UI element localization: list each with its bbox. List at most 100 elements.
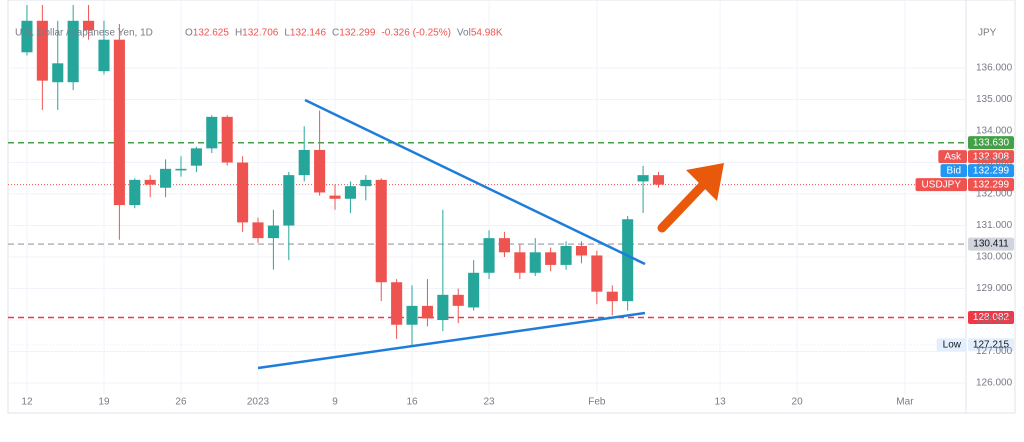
- candle: [606, 285, 618, 316]
- candle-body: [237, 162, 249, 223]
- candle: [483, 230, 495, 280]
- candle: [36, 5, 48, 110]
- candle-body: [575, 246, 588, 256]
- candle: [221, 115, 233, 166]
- candle-body: [591, 255, 603, 292]
- candle: [252, 217, 264, 243]
- trendline-upper: [304, 98, 646, 266]
- candle-body: [129, 179, 141, 206]
- y-tick-label: 132.000: [976, 189, 1013, 200]
- candle-body: [545, 252, 557, 265]
- arrow-shaft: [657, 181, 707, 233]
- candle: [267, 209, 279, 270]
- candle-body: [267, 225, 279, 239]
- price-tag-value: 133.630: [973, 137, 1010, 148]
- price-tag: [968, 338, 1014, 352]
- y-tick-label: 129.000: [976, 283, 1013, 294]
- y-tick-label: 131.000: [976, 220, 1013, 231]
- header-key: O: [185, 28, 193, 39]
- candle: [652, 171, 665, 188]
- price-tag-value: 127.215: [973, 339, 1010, 350]
- candle: [375, 178, 387, 302]
- candle: [190, 146, 202, 172]
- x-tick-label: Mar: [896, 397, 914, 408]
- candle: [591, 250, 603, 305]
- candle: [144, 175, 156, 198]
- header-value: 132.706: [242, 28, 279, 39]
- candle: [67, 5, 79, 91]
- candle: [560, 241, 572, 270]
- candle: [113, 23, 125, 240]
- candle-body: [622, 219, 634, 302]
- x-tick-label: 20: [792, 397, 804, 408]
- candle-body: [498, 238, 510, 253]
- candle-body: [360, 179, 372, 187]
- price-tag-value: 128.082: [973, 312, 1010, 323]
- candle: [514, 244, 526, 280]
- candle-body: [36, 20, 48, 81]
- x-tick-label: 16: [406, 397, 418, 408]
- trendline-lower: [257, 311, 646, 370]
- candle: [175, 156, 187, 177]
- candle: [298, 126, 310, 182]
- price-tag-name: Ask: [944, 151, 962, 162]
- header-key: H: [235, 28, 242, 39]
- header-value: 132.625: [193, 28, 230, 39]
- y-tick-label: 127.000: [976, 346, 1013, 357]
- candle-body: [252, 222, 264, 239]
- candle-body: [375, 179, 387, 283]
- candle: [360, 175, 372, 201]
- x-tick-label: 13: [715, 397, 727, 408]
- candle-body: [283, 175, 295, 226]
- candle-body: [67, 20, 79, 83]
- y-tick-label: 133.000: [976, 157, 1013, 168]
- arrow: [657, 163, 724, 233]
- candle-body: [160, 168, 172, 188]
- candle: [529, 238, 541, 276]
- frame: [7, 0, 1016, 414]
- candle-body: [144, 179, 156, 185]
- candle: [283, 171, 295, 261]
- price-tag: [968, 136, 1014, 150]
- price-tag-name-box: [915, 178, 967, 192]
- candle: [498, 231, 510, 258]
- price-tag-name: Low: [943, 339, 962, 350]
- candle: [52, 20, 64, 110]
- candle: [468, 260, 480, 311]
- header-key: Vol: [457, 28, 471, 39]
- candle-body: [637, 175, 649, 182]
- y-tick-label: 135.000: [976, 94, 1013, 105]
- candle: [421, 279, 433, 327]
- price-tag: [968, 164, 1014, 178]
- header-value: 54.98K: [471, 28, 503, 39]
- candle: [129, 178, 141, 209]
- price-tag-value: 132.299: [973, 165, 1010, 176]
- candle: [329, 184, 341, 210]
- y-tick-label: 128.000: [976, 315, 1013, 326]
- price-tag-value: 132.308: [973, 151, 1010, 162]
- x-tick-label: Feb: [588, 397, 606, 408]
- price-tag-name-box: [936, 338, 967, 352]
- price-tag-value: 132.299: [973, 179, 1010, 190]
- candle: [314, 110, 326, 196]
- candle-body: [468, 272, 480, 308]
- header-key: C: [332, 28, 339, 39]
- candle-body: [221, 116, 233, 163]
- y-tick-label: 134.000: [976, 126, 1013, 137]
- candle: [21, 5, 33, 56]
- y-tick-label: 136.000: [976, 63, 1013, 74]
- candle-body: [21, 20, 33, 53]
- price-tag-name: Bid: [947, 165, 961, 176]
- candle: [406, 285, 418, 346]
- candle-body: [452, 294, 464, 306]
- price-tag-value: 130.411: [973, 239, 1009, 250]
- price-tag: [968, 310, 1014, 324]
- candle-body: [514, 252, 526, 273]
- candle-body: [52, 63, 64, 83]
- candle: [452, 288, 464, 324]
- candle: [637, 165, 649, 213]
- header-key: L: [284, 28, 290, 39]
- candle: [160, 159, 172, 198]
